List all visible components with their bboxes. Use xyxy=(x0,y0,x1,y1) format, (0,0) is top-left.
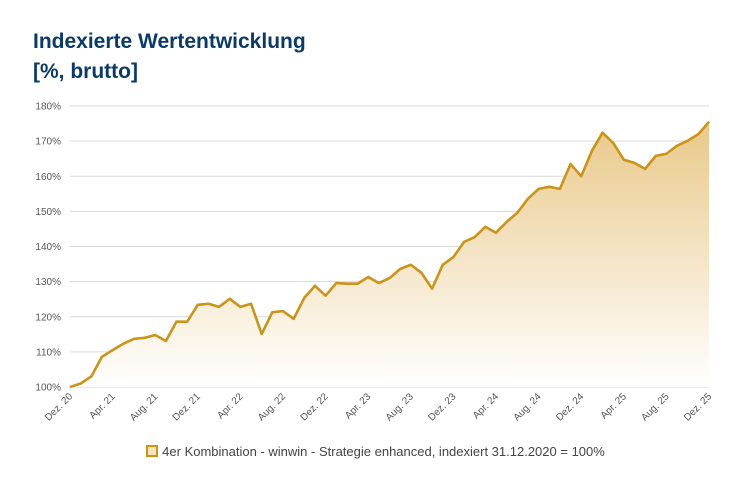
x-tick-label: Aug. 25 xyxy=(639,391,671,423)
y-tick-label: 110% xyxy=(36,347,61,358)
y-tick-label: 140% xyxy=(35,242,61,253)
y-tick-label: 170% xyxy=(35,137,61,148)
x-tick-label: Aug. 22 xyxy=(256,391,288,423)
x-tick-label: Dez. 25 xyxy=(682,391,714,423)
x-tick-label: Aug. 23 xyxy=(384,391,416,423)
legend-swatch xyxy=(146,445,159,457)
y-tick-label: 130% xyxy=(35,277,61,288)
chart-title-line2: [%, brutto] xyxy=(33,60,138,83)
legend-label: 4er Kombination - winwin - Strategie enh… xyxy=(162,444,605,459)
x-tick-label: Apr. 21 xyxy=(88,391,118,421)
x-tick-label: Apr. 23 xyxy=(343,391,373,421)
y-tick-label: 180% xyxy=(35,102,61,113)
chart-title-line1: Indexierte Wertentwicklung xyxy=(33,30,306,53)
x-tick-label: Apr. 25 xyxy=(599,391,629,421)
x-tick-label: Dez. 20 xyxy=(43,391,75,423)
x-tick-label: Apr. 22 xyxy=(215,391,245,421)
x-tick-label: Aug. 21 xyxy=(128,391,160,423)
x-tick-label: Aug. 24 xyxy=(512,391,544,423)
x-tick-label: Dez. 24 xyxy=(554,391,586,423)
area-fill xyxy=(70,121,709,388)
x-tick-label: Apr. 24 xyxy=(471,391,501,421)
chart-title: Indexierte Wertentwicklung [%, brutto] xyxy=(33,27,306,87)
x-tick-label: Dez. 21 xyxy=(171,391,203,423)
x-tick-label: Dez. 23 xyxy=(426,391,458,423)
x-tick-label: Dez. 22 xyxy=(299,391,331,423)
y-tick-label: 160% xyxy=(35,172,61,183)
y-tick-label: 120% xyxy=(35,312,61,323)
y-tick-label: 100% xyxy=(35,383,61,394)
y-tick-label: 150% xyxy=(35,207,61,218)
legend: 4er Kombination - winwin - Strategie enh… xyxy=(0,444,751,459)
